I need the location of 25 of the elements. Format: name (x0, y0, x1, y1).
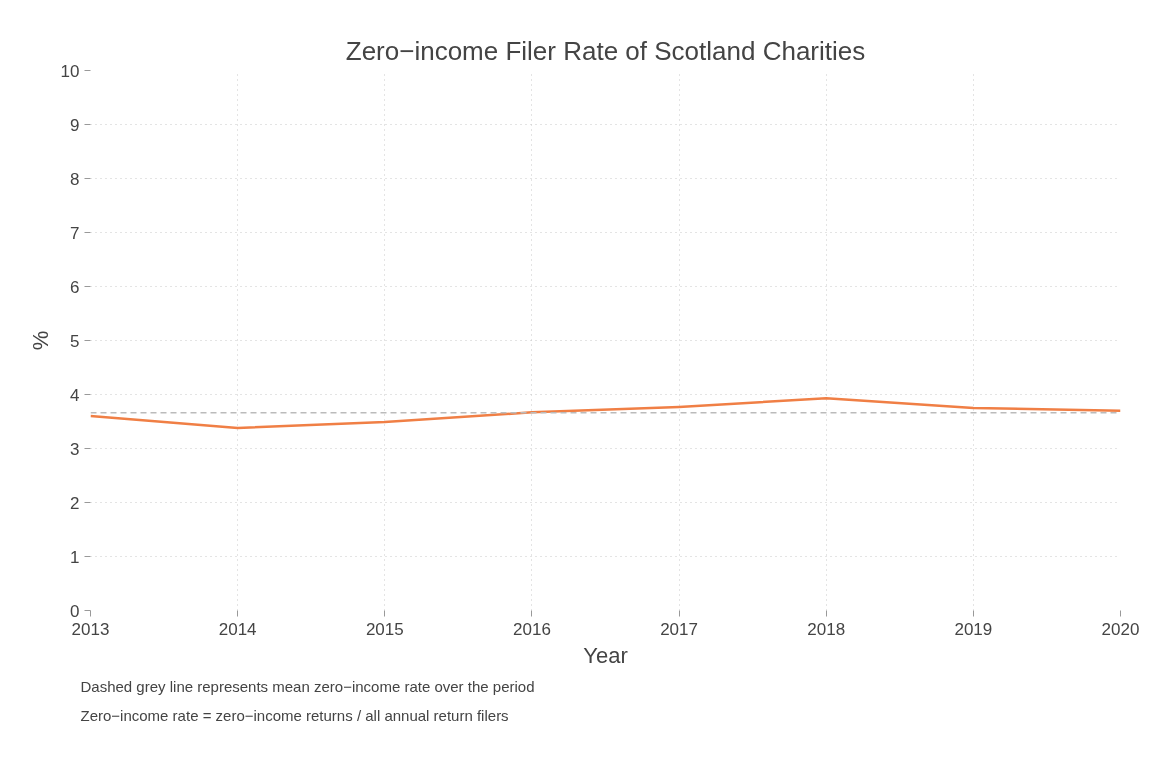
x-tick-label: 2014 (218, 619, 257, 639)
y-tick-label: 9 (70, 115, 80, 135)
x-tick-label: 2013 (71, 619, 110, 639)
x-tick-label: 2015 (365, 619, 404, 639)
x-axis-title: Year (583, 642, 628, 668)
y-tick-label: 10 (60, 61, 80, 81)
x-tick-label: 2020 (1101, 619, 1140, 639)
x-tick-label: 2016 (513, 619, 551, 639)
line-series (90, 397, 1121, 430)
y-tick-label: 5 (70, 331, 80, 351)
y-tick-label: 1 (70, 547, 80, 567)
y-axis-title: % (27, 330, 53, 351)
x-tick-label: 2018 (807, 619, 846, 639)
y-tick-label: 4 (70, 385, 80, 405)
y-tick-label: 0 (70, 601, 80, 621)
y-tick-label: 2 (70, 493, 80, 513)
x-tick-label: 2019 (954, 619, 993, 639)
y-tick-label: 7 (70, 223, 80, 243)
x-tick-label: 2017 (660, 619, 698, 639)
y-tick-label: 8 (70, 169, 80, 189)
chart-title: Zero−income Filer Rate of Scotland Charities (345, 35, 866, 66)
text: Dashed grey line represents mean zero−income rate over the period (80, 677, 535, 695)
y-tick-label: 6 (70, 277, 80, 297)
text: Zero−income rate = zero−income returns / all annual return filers (80, 706, 509, 724)
y-tick-label: 3 (70, 439, 80, 459)
